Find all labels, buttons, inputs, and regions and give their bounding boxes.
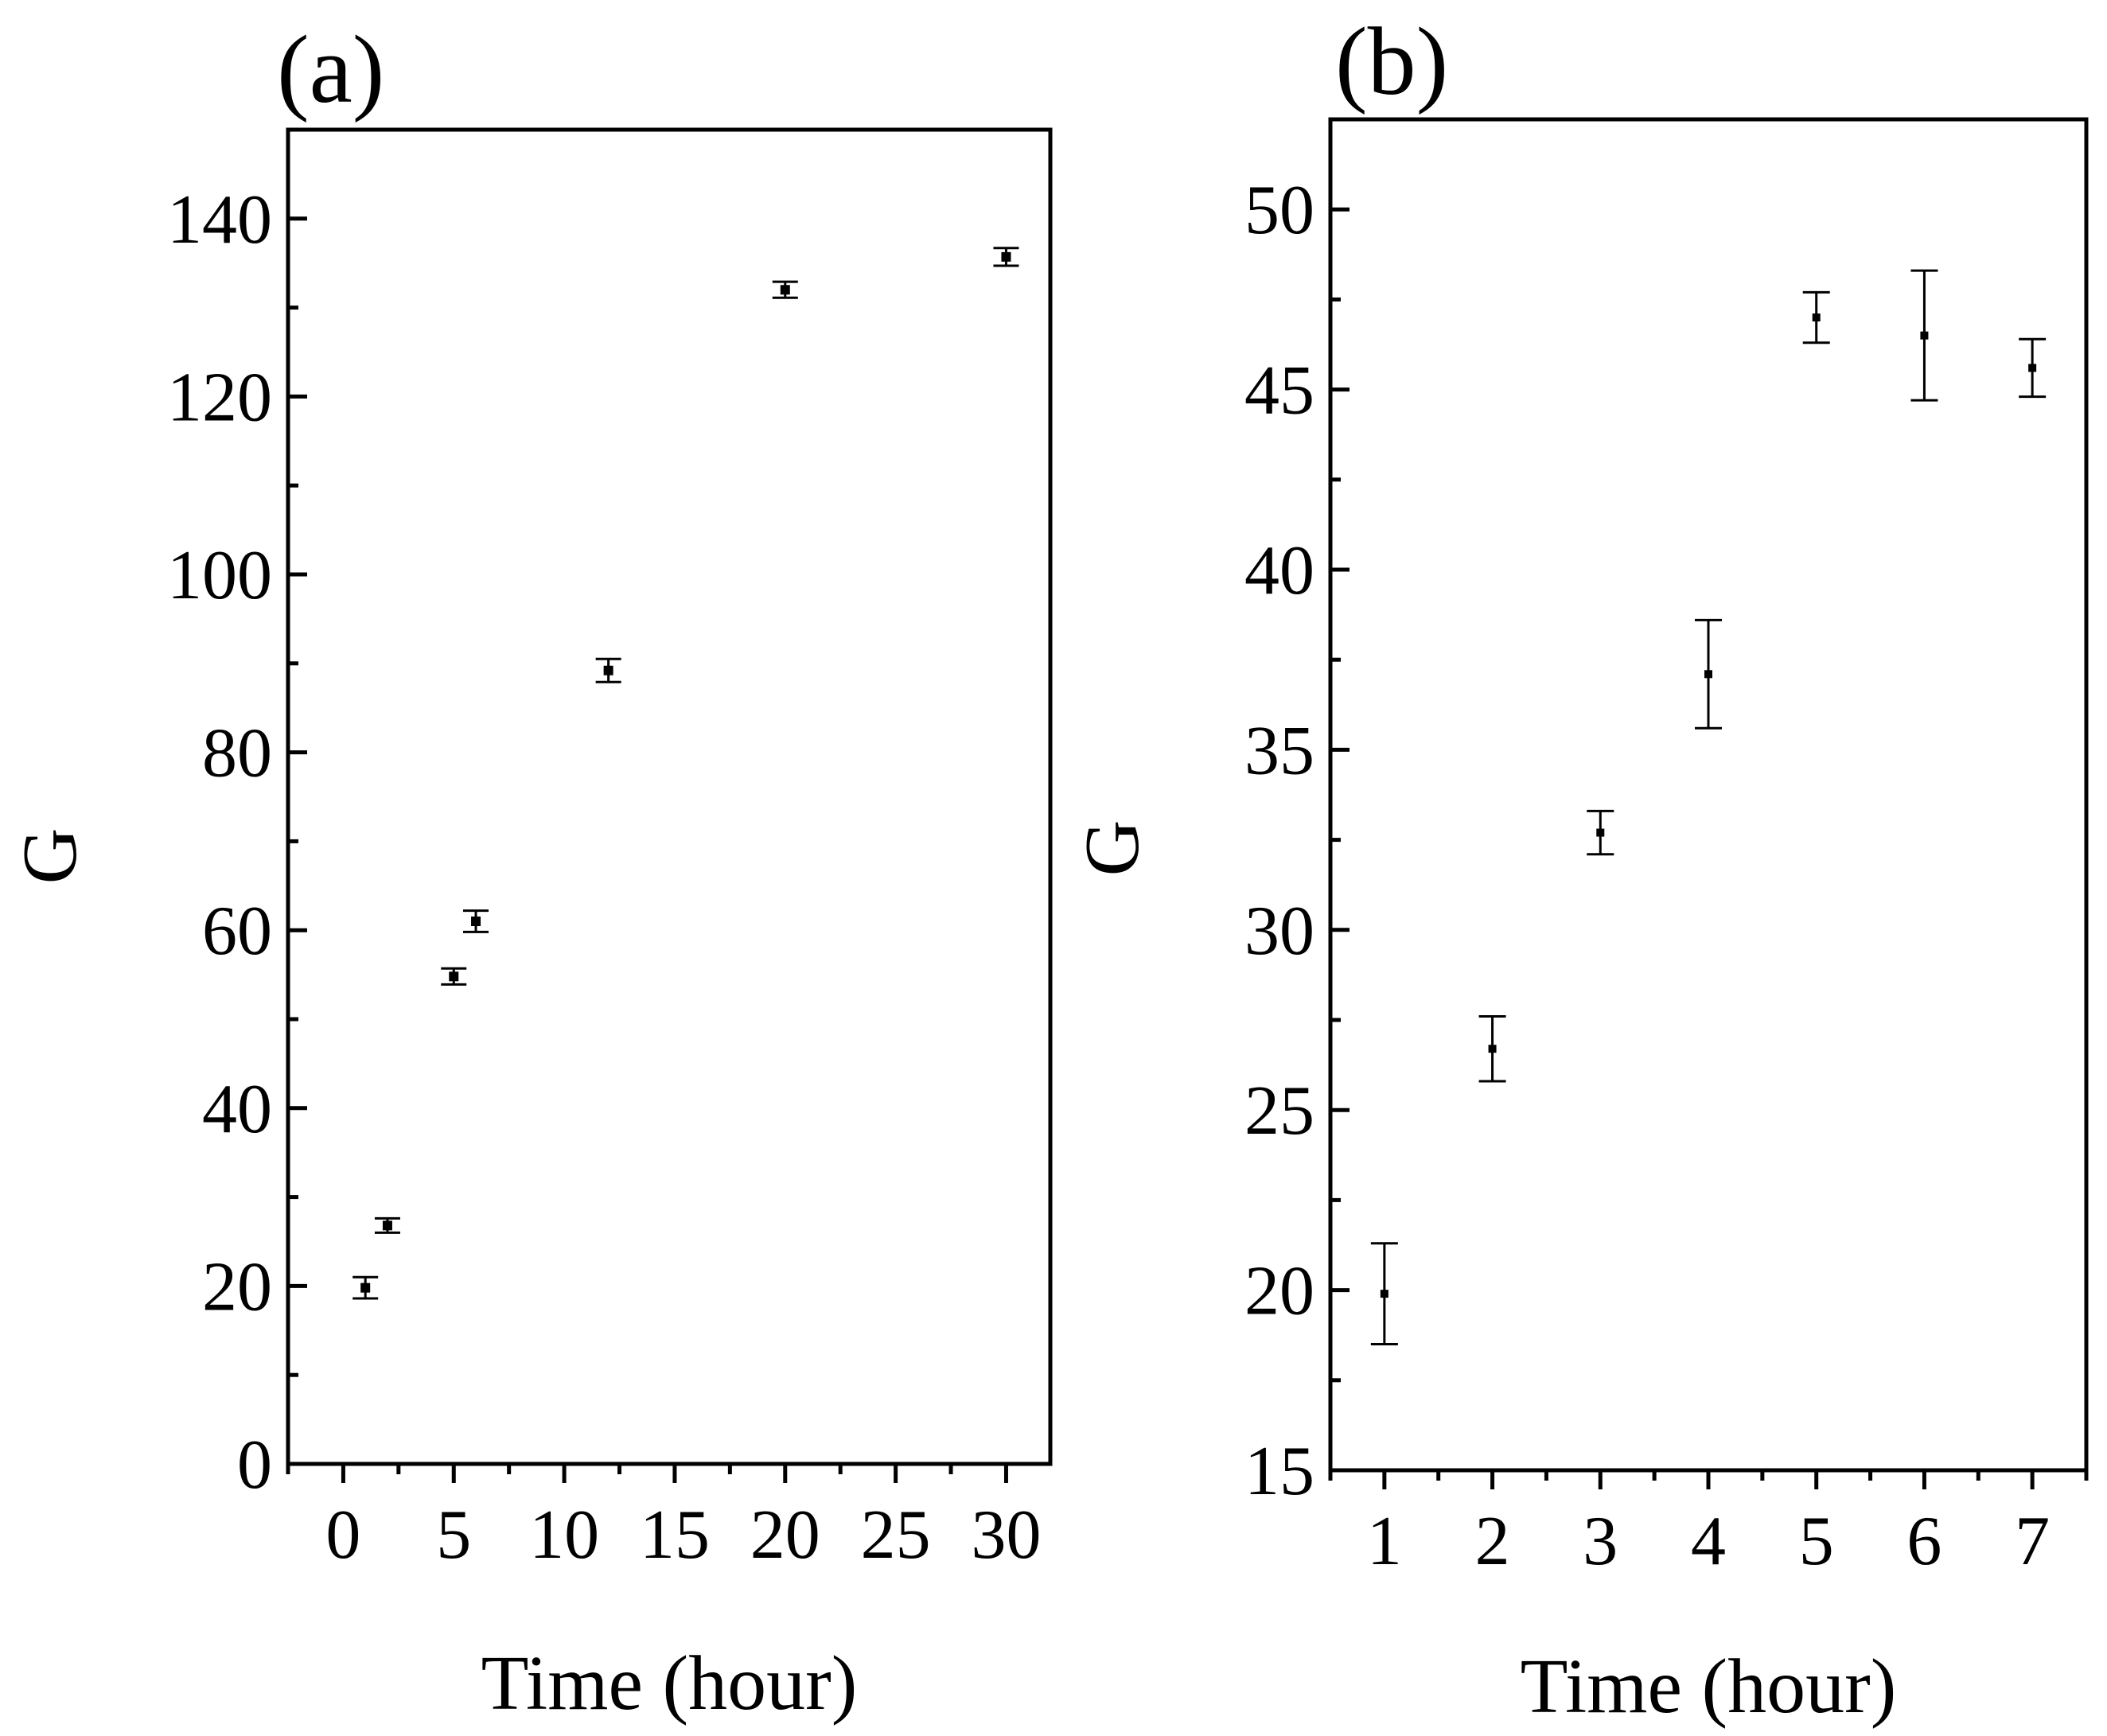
panel-b-plot-frame xyxy=(1328,117,2089,1473)
point-marker xyxy=(449,971,459,982)
panel-b-data-point xyxy=(1478,1014,1506,1083)
panel-a-data-point xyxy=(993,247,1019,267)
point-marker xyxy=(1001,251,1011,262)
panel-b-y-tick-label: 45 xyxy=(1244,352,1314,430)
panel-a-x-tick-label: 15 xyxy=(640,1497,710,1574)
panel-a-y-axis-label: G xyxy=(7,828,93,885)
panel-b-x-tick-label: 4 xyxy=(1691,1503,1726,1580)
point-marker xyxy=(382,1220,392,1231)
panel-a-data-point xyxy=(374,1216,400,1234)
panel-a-y-tick-label: 0 xyxy=(237,1427,272,1504)
panel-a-x-ticks: 0 5 10 15 20 25 30 xyxy=(286,1464,1041,1574)
panel-b-label: (b) xyxy=(1335,8,1448,115)
point-marker xyxy=(1920,331,1929,340)
panel-b-x-tick-label: 2 xyxy=(1475,1503,1510,1580)
point-marker xyxy=(360,1283,371,1293)
panel-a-x-tick-label: 30 xyxy=(971,1497,1041,1574)
panel-b-data-point xyxy=(1370,1242,1398,1346)
panel-b-data-point xyxy=(2019,337,2047,399)
panel-b-data-point xyxy=(1802,290,1830,344)
panel-b-x-tick-label: 1 xyxy=(1367,1503,1402,1580)
panel-b-y-tick-label: 35 xyxy=(1244,712,1314,789)
point-marker xyxy=(1596,828,1605,837)
panel-a-x-tick-label: 0 xyxy=(325,1497,360,1574)
point-marker xyxy=(1704,670,1712,679)
point-marker xyxy=(2028,364,2037,372)
panel-a-y-tick-label: 20 xyxy=(202,1248,272,1325)
panel-b-y-tick-label: 15 xyxy=(1244,1433,1314,1510)
panel-a-label: (a) xyxy=(277,16,384,123)
point-marker xyxy=(603,665,613,675)
panel-a-data-point xyxy=(772,280,798,299)
panel-a-y-tick-label: 100 xyxy=(167,537,272,614)
panel-a-y-tick-label: 140 xyxy=(167,181,272,259)
panel-a-x-tick-label: 25 xyxy=(861,1497,931,1574)
panel-a-data-point xyxy=(463,909,489,933)
panel-a-x-tick-label: 10 xyxy=(529,1497,599,1574)
panel-a-x-axis-label: Time (hour) xyxy=(481,1641,858,1726)
panel-b-data-points xyxy=(1370,269,2047,1346)
panel-b-y-tick-label: 40 xyxy=(1244,532,1314,609)
point-marker xyxy=(471,917,481,927)
panel-a-y-tick-label: 40 xyxy=(202,1071,272,1148)
panel-a-data-point xyxy=(441,967,467,986)
panel-b-x-tick-label: 3 xyxy=(1583,1503,1618,1580)
panel-a-y-tick-label: 80 xyxy=(202,715,272,792)
point-marker xyxy=(780,285,790,295)
panel-a-y-tick-label: 60 xyxy=(202,893,272,970)
panel-b-x-tick-label: 7 xyxy=(2015,1503,2050,1580)
panel-a-data-point xyxy=(352,1275,379,1300)
panel-b-data-point xyxy=(1587,809,1614,856)
panel-b-x-tick-label: 6 xyxy=(1906,1503,1941,1580)
panel-a-data-point xyxy=(595,657,621,683)
panel-a-y-tick-label: 120 xyxy=(167,359,272,436)
point-marker xyxy=(1380,1290,1388,1298)
panel-a-data-points xyxy=(352,247,1019,1300)
panel-b-y-tick-label: 20 xyxy=(1244,1253,1314,1330)
panel-b-y-tick-label: 30 xyxy=(1244,893,1314,970)
panel-b-y-tick-label: 50 xyxy=(1244,172,1314,249)
panel-b-y-tick-label: 25 xyxy=(1244,1072,1314,1150)
panel-a-x-tick-label: 5 xyxy=(436,1497,471,1574)
panel-a-plot-frame xyxy=(286,127,1053,1466)
point-marker xyxy=(1488,1045,1497,1053)
point-marker xyxy=(1812,313,1821,322)
panel-b-x-tick-label: 5 xyxy=(1799,1503,1834,1580)
panel-a-y-ticks: 0 20 40 60 80 100 120 140 xyxy=(167,127,307,1504)
panel-a-x-tick-label: 20 xyxy=(750,1497,820,1574)
panel-b-data-point xyxy=(1910,269,1938,402)
panel-b-x-axis-label: Time (hour) xyxy=(1521,1644,1897,1730)
panel-b-y-ticks: 15 20 25 30 35 40 45 50 xyxy=(1244,117,1349,1510)
panel-b-data-point xyxy=(1695,618,1722,730)
panel-b-y-axis-label: G xyxy=(1069,820,1155,877)
